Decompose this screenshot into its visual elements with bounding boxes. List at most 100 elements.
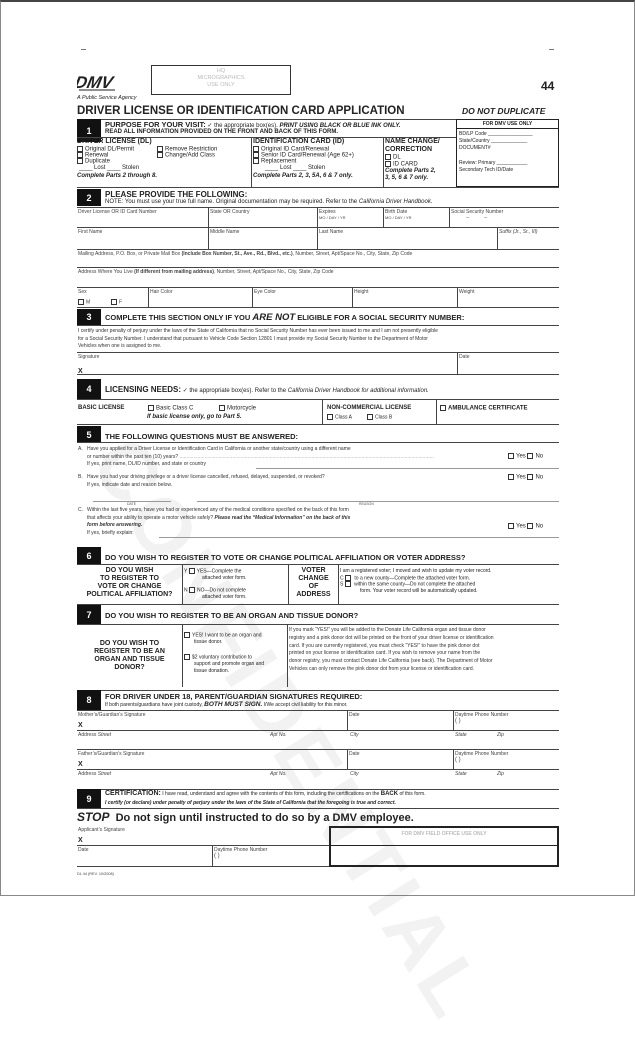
checkbox-nc-id[interactable]: ID CARD: [385, 161, 418, 169]
mother-signature-label: Mother’s/Guardian’s Signature: [78, 712, 146, 718]
eye-color-field[interactable]: Eye Color: [254, 289, 276, 295]
birth-date-field[interactable]: Birth Date MO / DAY / YR: [385, 209, 412, 220]
checkbox-motorcycle[interactable]: Motorcycle: [219, 405, 256, 413]
dmv-use-box: FOR DMV USE ONLY BD/LP Code ____________…: [456, 119, 559, 187]
hq-micrographics-box: HQ MICROGRAPHICS USE ONLY: [151, 65, 291, 95]
dl-number-field[interactable]: Driver License OR ID Card Number: [78, 209, 157, 215]
question-b: B. Have you had your driving privilege or…: [78, 474, 325, 488]
checkbox-class-a[interactable]: Class A: [327, 414, 352, 420]
ssn-date-field[interactable]: Date: [459, 354, 470, 360]
father-address-field[interactable]: Address Street Apt No. City State Zip: [78, 771, 504, 777]
hq-line: USE ONLY: [207, 82, 235, 88]
residence-address-field[interactable]: Address Where You Live (If different fro…: [78, 269, 334, 275]
applicant-date-field[interactable]: Date: [78, 847, 89, 853]
form-number: 44: [541, 79, 555, 93]
name-change-group: NAME CHANGE/ CORRECTION DL ID CARD Compl…: [385, 138, 440, 181]
question-c-answer[interactable]: Yes No: [508, 523, 543, 531]
father-phone-field[interactable]: Daytime Phone Number( ): [455, 751, 509, 763]
organ-donor-info: If you mark “YES!” you will be added to …: [289, 627, 494, 672]
certification-text: CERTIFICATION: I have read, understand a…: [105, 790, 426, 797]
crop-mark: [549, 49, 554, 50]
voter-change-of-address: VOTER CHANGE OF ADDRESS: [296, 567, 331, 598]
certification-declaration: I certify (or declare) under penalty of …: [105, 800, 396, 806]
dmv-logo: DMV: [73, 68, 117, 92]
checkbox-duplicate[interactable]: Duplicate: [77, 158, 110, 166]
checkbox-ambulance[interactable]: AMBULANCE CERTIFICATE: [440, 405, 528, 413]
section-2-note: NOTE: You must use your true full name. …: [105, 199, 433, 205]
dmv-field: Secondary Tech ID/Date: [459, 167, 514, 173]
checkbox-remove-restriction[interactable]: Remove Restriction: [157, 146, 217, 154]
weight-field[interactable]: Weight: [459, 289, 475, 295]
checkbox-renewal[interactable]: Renewal: [77, 152, 108, 160]
basic-license-note: If basic license only, go to Part 5.: [147, 414, 242, 420]
field-office-box: FOR DMV FIELD OFFICE USE ONLY: [329, 826, 559, 867]
checkbox-original-dl[interactable]: Original DL/Permit: [77, 146, 134, 154]
father-signature-field[interactable]: X: [78, 761, 83, 768]
section-6-number: 6: [77, 547, 101, 564]
id-group: IDENTIFICATION CARD (ID) Original ID Car…: [253, 138, 354, 179]
question-a: A. Have you applied for a Driver License …: [78, 446, 434, 467]
lost-stolen-dl[interactable]: ____ Lost ____ Stolen: [79, 165, 140, 171]
crop-mark: [81, 49, 86, 50]
section-8-number: 8: [77, 690, 101, 710]
ssn-signature-field[interactable]: X: [78, 368, 83, 375]
section-6-title: DO YOU WISH TO REGISTER TO VOTE OR CHANG…: [105, 553, 466, 562]
mother-signature-field[interactable]: X: [78, 722, 83, 729]
form-revision: DL 44 (REV. 10/2008): [77, 872, 114, 876]
ssn-field[interactable]: Social Security Number – –: [451, 209, 504, 221]
question-b-reason-field[interactable]: REASON: [359, 502, 374, 506]
checkbox-vote-yes[interactable]: Y YES—Complete the attached voter form.: [184, 568, 247, 581]
checkbox-senior-id[interactable]: Senior ID Card/Renewal (Age 62+): [253, 152, 354, 160]
section-3-title: COMPLETE THIS SECTION ONLY IF YOU ARE NO…: [105, 312, 465, 323]
lost-stolen-id[interactable]: ____ Lost ____ Stolen: [265, 165, 326, 171]
section-9-number: 9: [77, 789, 101, 808]
height-field[interactable]: Height: [354, 289, 369, 295]
checkbox-original-id[interactable]: Original ID Card/Renewal: [253, 146, 329, 154]
state-country-field[interactable]: State OR Country: [210, 209, 250, 215]
checkbox-vote-no[interactable]: N NO—Do not complete attached voter form.: [184, 587, 247, 600]
checkbox-voter-s[interactable]: S within the same county—Do not complete…: [340, 581, 476, 588]
dmv-use-title: FOR DMV USE ONLY: [457, 120, 558, 129]
checkbox-basic-class-c[interactable]: Basic Class C: [148, 405, 193, 413]
hair-color-field[interactable]: Hair Color: [150, 289, 173, 295]
checkbox-change-class[interactable]: Change/Add Class: [157, 152, 215, 160]
svg-text:DMV: DMV: [77, 72, 116, 92]
section-4-number: 4: [77, 379, 101, 399]
applicant-phone-field[interactable]: Daytime Phone Number( ): [214, 847, 268, 859]
section-5-number: 5: [77, 426, 101, 443]
mailing-address-field[interactable]: Mailing Address, P.O. Box, or Private Ma…: [78, 251, 413, 257]
expires-field[interactable]: Expires MO / DAY / YR: [319, 209, 346, 220]
organ-donor-question: DO YOU WISH TO REGISTER TO BE AN ORGAN AND…: [94, 640, 165, 671]
dmv-field: State/Country _____________: [459, 138, 528, 144]
checkbox-nc-dl[interactable]: DL: [385, 154, 401, 162]
non-commercial-label: NON-COMMERCIAL LICENSE: [327, 405, 412, 411]
agency-tagline: A Public Service Agency: [77, 95, 137, 101]
checkbox-class-b[interactable]: Class B: [367, 414, 392, 420]
first-name-field[interactable]: First Name: [78, 229, 103, 235]
mother-phone-field[interactable]: Daytime Phone Number( ): [455, 712, 509, 724]
applicant-signature-field[interactable]: X: [78, 837, 83, 844]
section-8-title: FOR DRIVER UNDER 18, PARENT/GUARDIAN SIG…: [105, 692, 363, 701]
dmv-field: BD/LP Code ________________: [459, 131, 533, 137]
checkbox-voter-c[interactable]: C to a new county—Complete the attached …: [340, 574, 471, 581]
id-complete-note: Complete Parts 2, 3, 5A, 6 & 7 only.: [253, 173, 353, 179]
question-b-answer[interactable]: Yes No: [508, 474, 543, 482]
field-office-title: FOR DMV FIELD OFFICE USE ONLY: [331, 828, 557, 846]
mother-date-field[interactable]: Date: [349, 712, 360, 718]
father-date-field[interactable]: Date: [349, 751, 360, 757]
do-not-duplicate: DO NOT DUPLICATE: [462, 106, 546, 116]
checkbox-donation[interactable]: $2 voluntary contribution to support and …: [184, 654, 264, 675]
checkbox-sex-f[interactable]: F: [111, 299, 122, 305]
last-name-field[interactable]: Last Name: [319, 229, 344, 235]
suffix-field[interactable]: Suffix (Jr., Sr., III): [499, 229, 538, 235]
mother-address-field[interactable]: Address Street Apt No. City State Zip: [78, 732, 504, 738]
middle-name-field[interactable]: Middle Name: [210, 229, 240, 235]
dmv-field: Review: Primary ___________: [459, 160, 528, 166]
question-b-date-field[interactable]: DATE: [127, 502, 137, 506]
section-2-title: PLEASE PROVIDE THE FOLLOWING:: [105, 190, 248, 199]
checkbox-replacement[interactable]: Replacement: [253, 158, 296, 166]
question-a-answer[interactable]: Yes No: [508, 453, 543, 461]
checkbox-organ-donor-yes[interactable]: YES! I want to be an organ and tissue don…: [184, 632, 262, 646]
checkbox-sex-m[interactable]: M: [78, 299, 90, 305]
